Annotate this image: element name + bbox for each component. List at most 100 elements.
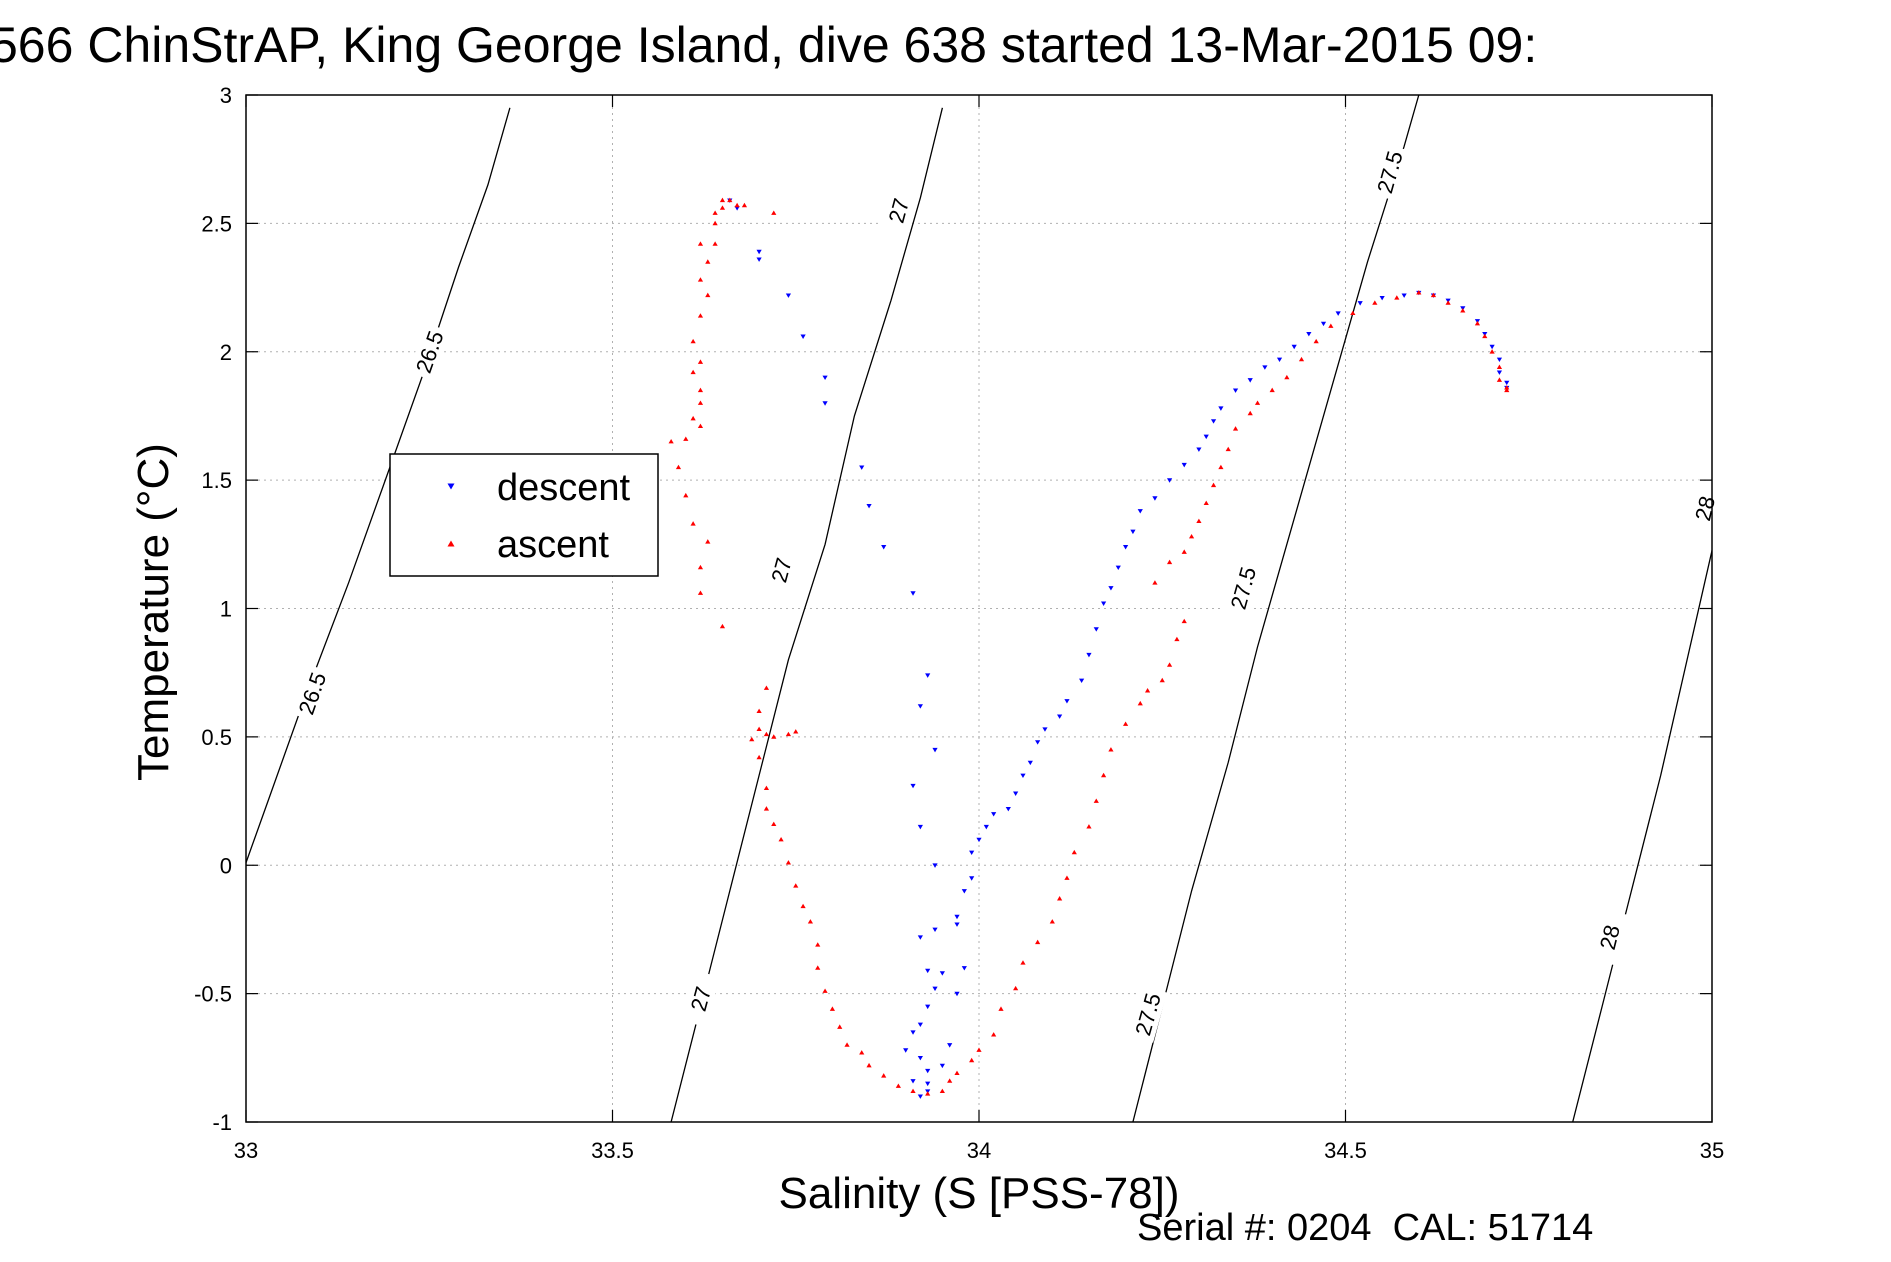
contour-label: 27.5 [1372, 148, 1408, 196]
descent-point [939, 1063, 945, 1069]
y-tick-label: 0.5 [201, 725, 232, 750]
legend-descent-label: descent [497, 467, 631, 509]
descent-point [1262, 365, 1268, 370]
ascent-point [1269, 387, 1275, 393]
ascent-point [1313, 338, 1319, 344]
descent-point [1130, 529, 1136, 535]
ascent-point [1049, 919, 1055, 924]
contour-label-bg [681, 970, 720, 1028]
ascent-point [807, 919, 814, 924]
descent-point [1086, 652, 1092, 658]
descent-point [1196, 447, 1202, 452]
ascent-point [1181, 549, 1187, 554]
descent-point [917, 1055, 923, 1061]
descent-point [1276, 357, 1283, 363]
ascent-point [690, 415, 696, 421]
descent-point [917, 1094, 923, 1099]
ascent-point [719, 197, 726, 203]
ascent-point [1460, 308, 1466, 313]
ascent-point [1057, 896, 1063, 901]
descent-point [939, 971, 945, 976]
descent-point [983, 824, 989, 830]
contour-label: 28 [1690, 494, 1720, 524]
descent-point [910, 591, 916, 596]
y-axis-label: Temperature (°C) [129, 443, 178, 781]
descent-point [1035, 740, 1041, 745]
contour-label: 26.5 [411, 328, 449, 377]
ascent-point [1489, 349, 1495, 354]
ascent-point [1474, 320, 1481, 326]
ascent-point [697, 277, 704, 282]
y-tick-label: 1 [220, 597, 232, 622]
descent-point [1064, 699, 1070, 704]
contour-label-bg [1685, 480, 1724, 537]
ascent-point [697, 564, 704, 570]
x-tick-label: 35 [1700, 1138, 1724, 1163]
grid-lines [245, 94, 1713, 1123]
y-tick-label: 2 [220, 340, 232, 365]
ascent-point [837, 1024, 843, 1029]
ascent-point [734, 202, 740, 208]
descent-point [910, 783, 916, 789]
ascent-point [976, 1047, 982, 1052]
descent-point [1489, 344, 1495, 350]
ascent-point [1225, 446, 1231, 452]
ascent-point [771, 734, 777, 739]
ascent-point [697, 590, 704, 595]
descent-point [932, 986, 938, 992]
ascent-point [998, 1006, 1004, 1011]
descent-point [925, 1081, 931, 1087]
ascent-point [815, 942, 821, 947]
ascent-point [1496, 377, 1503, 382]
ascent-point [1166, 559, 1173, 565]
y-tick-label: -0.5 [194, 982, 232, 1007]
x-axis-label: Salinity (S [PSS-78]) [778, 1169, 1179, 1218]
ascent-point [719, 623, 726, 629]
descent-point [991, 812, 997, 817]
ascent-point [727, 197, 733, 203]
descent-point [1210, 419, 1217, 424]
ascent-point [712, 220, 718, 226]
ascent-point [756, 708, 762, 714]
ascent-point [690, 521, 696, 526]
descent-point [1079, 678, 1085, 683]
ascent-point [1210, 482, 1217, 488]
descent-point [917, 824, 923, 830]
ascent-point [969, 1057, 975, 1063]
ascent-point [785, 860, 792, 865]
descent-point [1027, 760, 1033, 766]
ascent-point [1196, 518, 1202, 524]
ascent-point [991, 1032, 997, 1037]
ascent-point [1137, 700, 1143, 706]
ascent-point [749, 736, 755, 742]
ascent-point [756, 754, 762, 760]
descent-point [881, 545, 887, 550]
ascent-point [1123, 721, 1129, 726]
legend-ascent-label: ascent [497, 524, 609, 566]
y-tick-label: 2.5 [201, 211, 232, 236]
ascent-point [1013, 985, 1019, 991]
ascent-point [1020, 960, 1026, 965]
ascent-point [785, 731, 792, 737]
descent-point [1137, 509, 1143, 514]
descent-point [1181, 462, 1187, 468]
ascent-point [705, 539, 711, 544]
contour-label-bg [291, 664, 333, 723]
descent-point [1357, 301, 1363, 306]
descent-point [925, 968, 931, 974]
descent-point [910, 1079, 916, 1084]
ascent-point [793, 883, 799, 888]
ascent-point [1064, 875, 1070, 880]
legend: descent ascent [389, 453, 659, 577]
descent-point [756, 249, 762, 255]
legend-ascent-marker [447, 540, 455, 547]
ascent-point [1298, 356, 1305, 362]
ascent-point [668, 439, 674, 444]
ascent-point [1372, 300, 1378, 305]
ascent-point [705, 292, 711, 298]
descent-point [954, 914, 960, 920]
descent-point [969, 850, 975, 856]
descent-point [917, 935, 923, 940]
contour-label-bg [408, 322, 451, 381]
contour-label: 27.5 [1226, 564, 1262, 612]
